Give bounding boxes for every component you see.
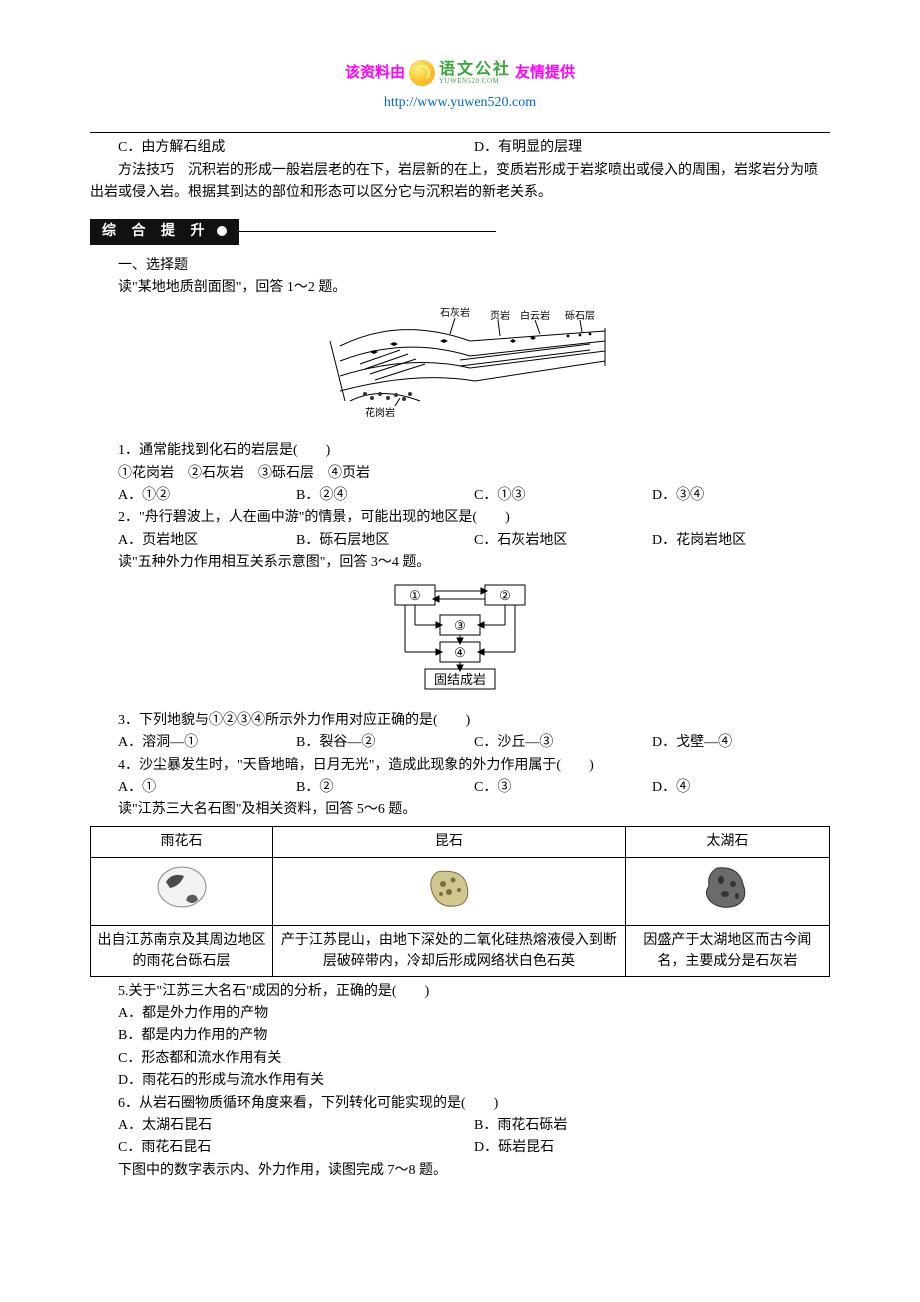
q4-stem: 4．沙尘暴发生时，"天昏地暗，日月无光"，造成此现象的外力作用属于( ) bbox=[90, 755, 830, 777]
section-dash bbox=[236, 231, 496, 232]
option-row: C．由方解石组成 D．有明显的层理 bbox=[90, 137, 830, 159]
fig2-box3: ③ bbox=[454, 618, 466, 633]
q56-intro: 读"江苏三大名石图"及相关资料，回答 5～6 题。 bbox=[90, 799, 830, 821]
content: C．由方解石组成 D．有明显的层理 方法技巧 沉积岩的形成一般岩层老的在下，岩层… bbox=[90, 132, 830, 1182]
q34-intro: 读"五种外力作用相互关系示意图"，回答 3～4 题。 bbox=[90, 552, 830, 574]
q3-opt-c: C．沙丘—③ bbox=[474, 732, 652, 754]
option-d: D．有明显的层理 bbox=[474, 137, 830, 159]
header-prefix: 该资料由 bbox=[345, 61, 405, 85]
header-url: http://www.yuwen520.com bbox=[90, 92, 830, 114]
swirl-icon bbox=[409, 60, 435, 86]
q3-options: A．溶洞—① B．裂谷—② C．沙丘—③ D．戈壁—④ bbox=[90, 732, 830, 754]
q2-opt-d: D．花岗岩地区 bbox=[652, 530, 830, 552]
q5-opt-c: C．形态都和流水作用有关 bbox=[90, 1048, 830, 1070]
logo-cn: 语文公社 bbox=[439, 62, 511, 78]
header-line: 该资料由 语文公社 YUWEN520.COM 友情提供 bbox=[90, 60, 830, 86]
logo-en: YUWEN520.COM bbox=[439, 78, 499, 85]
q3-opt-a: A．溶洞—① bbox=[118, 732, 296, 754]
q6-opt-a: A．太湖石昆石 bbox=[118, 1115, 474, 1137]
q6-opt-c: C．雨花石昆石 bbox=[118, 1137, 474, 1159]
q5-stem: 5.关于"江苏三大名石"成因的分析，正确的是( ) bbox=[90, 981, 830, 1003]
fig2-box1: ① bbox=[409, 588, 421, 603]
page-header: 该资料由 语文公社 YUWEN520.COM 友情提供 http://www.y… bbox=[90, 60, 830, 114]
q6-stem: 6．从岩石圈物质循环角度来看，下列转化可能实现的是( ) bbox=[90, 1093, 830, 1115]
figure-2: ① ② ③ ④ 固结成岩 bbox=[90, 580, 830, 703]
q12-intro: 读"某地地质剖面图"，回答 1～2 题。 bbox=[90, 277, 830, 299]
td-img-yuhuashi bbox=[91, 858, 273, 925]
q1-opt-b: B．②④ bbox=[296, 485, 474, 507]
fig2-box2: ② bbox=[499, 588, 511, 603]
q6-options-row1: A．太湖石昆石 B．雨花石砾岩 bbox=[90, 1115, 830, 1137]
q4-opt-c: C．③ bbox=[474, 777, 652, 799]
q1-opt-d: D．③④ bbox=[652, 485, 830, 507]
q2-opt-b: B．砾石层地区 bbox=[296, 530, 474, 552]
q78-intro: 下图中的数字表示内、外力作用，读图完成 7～8 题。 bbox=[90, 1160, 830, 1182]
section-heading: 综 合 提 升 bbox=[90, 219, 239, 245]
td-img-taihushi bbox=[625, 858, 829, 925]
td-desc-kunshi: 产于江苏昆山，由地下深处的二氧化硅热熔液侵入到断层破碎带内，冷却后形成网络状白色… bbox=[273, 925, 626, 976]
q6-opt-d: D．砾岩昆石 bbox=[474, 1137, 830, 1159]
td-desc-taihushi: 因盛产于太湖地区而古今闻名，主要成分是石灰岩 bbox=[625, 925, 829, 976]
q2-stem: 2．"舟行碧波上，人在画中游"的情景，可能出现的地区是( ) bbox=[90, 507, 830, 529]
q4-options: A．① B．② C．③ D．④ bbox=[90, 777, 830, 799]
q4-opt-b: B．② bbox=[296, 777, 474, 799]
stones-table: 雨花石 昆石 太湖石 bbox=[90, 826, 830, 977]
td-desc-yuhuashi: 出自江苏南京及其周边地区的雨花台砾石层 bbox=[91, 925, 273, 976]
q5-opt-b: B．都是内力作用的产物 bbox=[90, 1025, 830, 1047]
method-body: 沉积岩的形成一般岩层老的在下，岩层新的在上，变质岩形成于岩浆喷出或侵入的周围，岩… bbox=[90, 163, 818, 200]
th-kunshi: 昆石 bbox=[273, 826, 626, 857]
fig2-box4: ④ bbox=[454, 645, 466, 660]
table-header-row: 雨花石 昆石 太湖石 bbox=[91, 826, 830, 857]
q2-opt-c: C．石灰岩地区 bbox=[474, 530, 652, 552]
q1-nums: ①花岗岩 ②石灰岩 ③砾石层 ④页岩 bbox=[90, 463, 830, 485]
figure-1: 石灰岩 页岩 白云岩 砾石层 花岗岩 bbox=[90, 306, 830, 434]
q6-options-row2: C．雨花石昆石 D．砾岩昆石 bbox=[90, 1137, 830, 1159]
td-img-kunshi bbox=[273, 858, 626, 925]
logo-text: 语文公社 YUWEN520.COM bbox=[439, 62, 511, 85]
q3-opt-d: D．戈壁—④ bbox=[652, 732, 830, 754]
logo: 语文公社 YUWEN520.COM bbox=[409, 60, 511, 86]
method-text: 方法技巧 沉积岩的形成一般岩层老的在下，岩层新的在上，变质岩形成于岩浆喷出或侵入… bbox=[90, 160, 830, 205]
q5-opt-d: D．雨花石的形成与流水作用有关 bbox=[90, 1070, 830, 1092]
q3-opt-b: B．裂谷—② bbox=[296, 732, 474, 754]
q4-opt-d: D．④ bbox=[652, 777, 830, 799]
section-title: 综 合 提 升 bbox=[102, 224, 211, 239]
q1-stem: 1．通常能找到化石的岩层是( ) bbox=[90, 440, 830, 462]
divider bbox=[90, 132, 830, 133]
fig1-label-huagangyan: 花岗岩 bbox=[365, 406, 395, 419]
option-c: C．由方解石组成 bbox=[118, 137, 474, 159]
q1-opt-c: C．①③ bbox=[474, 485, 652, 507]
th-taihushi: 太湖石 bbox=[625, 826, 829, 857]
q5-opt-a: A．都是外力作用的产物 bbox=[90, 1003, 830, 1025]
part-a-title: 一、选择题 bbox=[90, 255, 830, 277]
header-suffix: 友情提供 bbox=[515, 61, 575, 85]
q3-stem: 3．下列地貌与①②③④所示外力作用对应正确的是( ) bbox=[90, 710, 830, 732]
q1-opt-a: A．①② bbox=[118, 485, 296, 507]
q6-opt-b: B．雨花石砾岩 bbox=[474, 1115, 830, 1137]
q2-options: A．页岩地区 B．砾石层地区 C．石灰岩地区 D．花岗岩地区 bbox=[90, 530, 830, 552]
q2-opt-a: A．页岩地区 bbox=[118, 530, 296, 552]
th-yuhuashi: 雨花石 bbox=[91, 826, 273, 857]
fig1-label-shihuiyan: 石灰岩 bbox=[440, 306, 470, 319]
dot-icon bbox=[217, 226, 227, 236]
method-label: 方法技巧 bbox=[118, 163, 174, 178]
fig1-label-yeyan: 页岩 bbox=[490, 309, 510, 322]
fig2-box5: 固结成岩 bbox=[434, 672, 486, 687]
table-image-row bbox=[91, 858, 830, 925]
section-heading-row: 综 合 提 升 bbox=[90, 205, 830, 255]
q4-opt-a: A．① bbox=[118, 777, 296, 799]
table-desc-row: 出自江苏南京及其周边地区的雨花台砾石层 产于江苏昆山，由地下深处的二氧化硅热熔液… bbox=[91, 925, 830, 976]
q1-options: A．①② B．②④ C．①③ D．③④ bbox=[90, 485, 830, 507]
